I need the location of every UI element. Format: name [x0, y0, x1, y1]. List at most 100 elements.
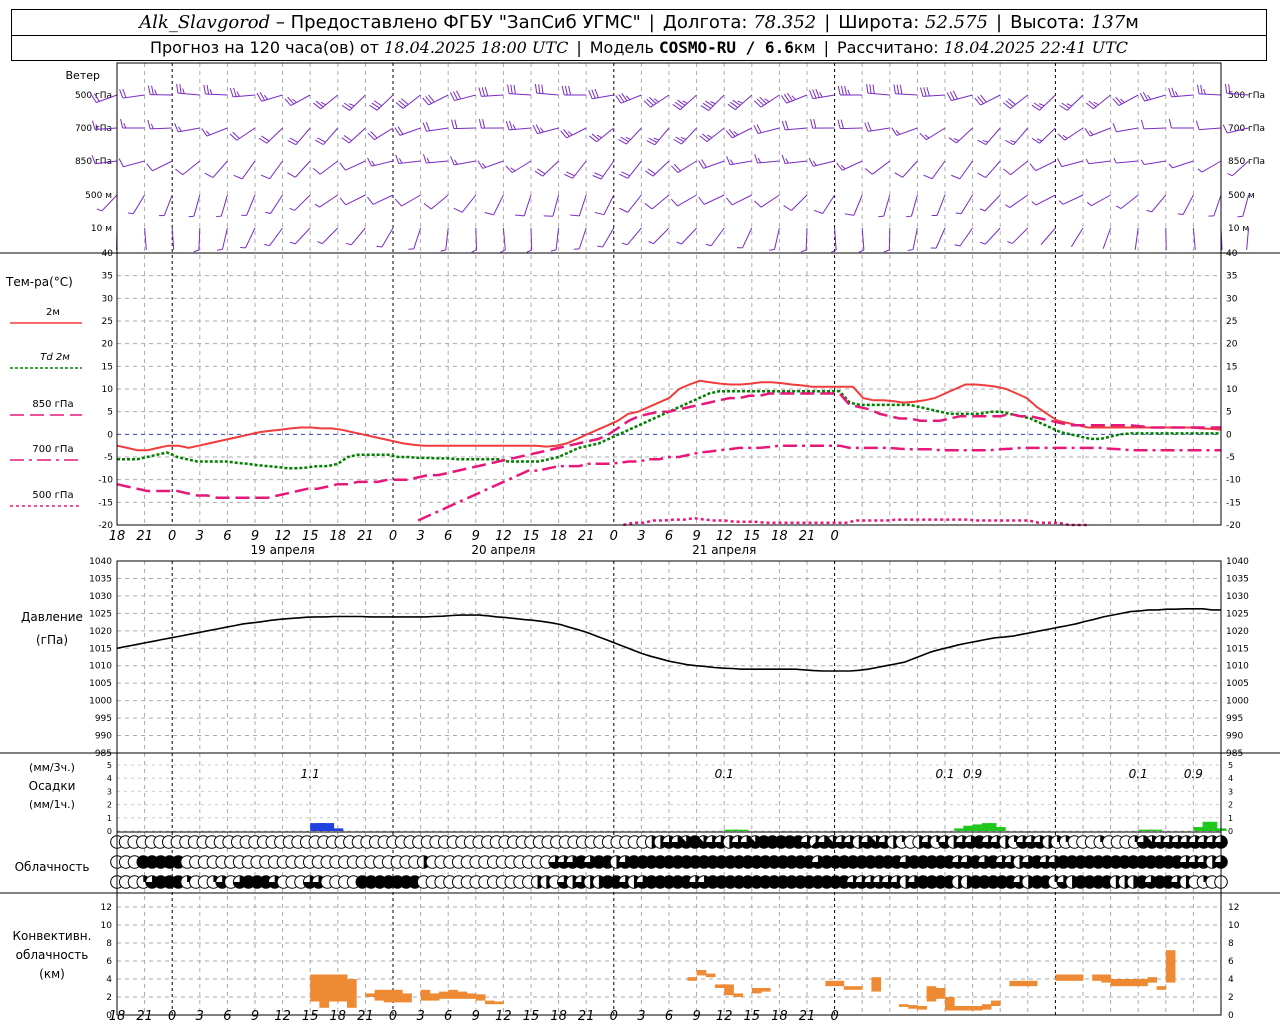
- wind-barb-feather: [769, 248, 775, 251]
- header-station-line: Alk_Slavgorod – Предоставлено ФГБУ "ЗапС…: [11, 9, 1267, 36]
- wind-barb: [931, 194, 946, 217]
- wind-barb-feather: [646, 98, 654, 106]
- wind-barb-feather: [481, 162, 487, 168]
- wind-level-label-right: 10 м: [1228, 224, 1249, 234]
- wind-panel: Ветер 500 гПа 500 гПа 700 гПа 700 гПа 850 гПа…: [66, 69, 1265, 253]
- wind-barb: [780, 92, 808, 104]
- wind-barb: [284, 94, 311, 107]
- hour-tick-label-bottom: 6: [665, 1009, 673, 1024]
- wind-barb-staff: [578, 194, 587, 217]
- wind-barb-feather: [339, 197, 347, 206]
- wind-barb-feather: [345, 242, 352, 246]
- press-tick-label-right: 1015: [1226, 644, 1249, 654]
- precip-tick-label-right: 5: [1228, 761, 1233, 770]
- lon-label: Долгота:: [662, 12, 748, 33]
- wind-barb-staff: [1089, 127, 1111, 137]
- wind-barb-feather: [188, 215, 194, 218]
- wind-barb-feather: [674, 101, 683, 108]
- hour-tick-label: 18: [330, 529, 347, 544]
- wind-barb: [118, 158, 145, 168]
- wind-level-label: 10 м: [91, 224, 112, 234]
- wind-barb: [643, 94, 670, 108]
- wind-barb-feather: [526, 249, 532, 253]
- conv-block: [1101, 974, 1112, 983]
- conv-tick-label-right: 6: [1228, 957, 1234, 967]
- wind-barb: [923, 160, 946, 180]
- wind-barb-staff: [731, 127, 753, 139]
- press-unit: (гПа): [36, 633, 68, 647]
- wind-barb: [561, 85, 587, 96]
- wind-barb-staff: [198, 227, 201, 251]
- wind-barb-feather: [649, 96, 657, 104]
- wind-barb: [90, 93, 118, 103]
- wind-barb-feather: [1224, 83, 1228, 94]
- wind-barb: [203, 84, 228, 96]
- wind-barb: [526, 227, 533, 253]
- hour-tick-label-bottom: 21: [136, 1009, 153, 1024]
- wind-barb-feather: [341, 137, 350, 144]
- wind-barb-staff: [177, 92, 200, 96]
- temp-tick-label: -20: [98, 521, 113, 531]
- wind-barb-feather: [450, 156, 455, 166]
- conv-block: [751, 988, 762, 994]
- wind-barb-feather: [737, 100, 743, 104]
- wind-barb: [866, 83, 890, 96]
- wind-barb-feather: [592, 175, 602, 180]
- wind-barb: [505, 160, 532, 174]
- wind-barb: [188, 194, 201, 218]
- wind-barb: [844, 194, 863, 216]
- press-tick-label-right: 1040: [1226, 557, 1249, 567]
- precip-bar: [1147, 829, 1163, 831]
- wind-barb-feather: [836, 162, 843, 171]
- wind-barb-feather: [619, 207, 628, 213]
- wind-barb: [314, 194, 339, 208]
- wind-barb-feather: [398, 158, 403, 164]
- wind-barb-feather: [206, 84, 210, 95]
- wind-barb-staff: [319, 160, 339, 175]
- wind-barb-staff: [620, 94, 642, 104]
- wind-barb-feather: [178, 126, 182, 132]
- wind-barb-staff: [295, 127, 311, 146]
- wind-barb: [1115, 194, 1139, 210]
- wind-barb-staff: [475, 227, 478, 251]
- wind-barb: [1146, 194, 1167, 213]
- wind-barb-feather: [179, 84, 182, 94]
- wind-barb-feather: [477, 160, 484, 169]
- wind-barb-feather: [701, 133, 710, 141]
- wind-barb-feather: [949, 91, 955, 101]
- wind-barb-feather: [512, 124, 516, 130]
- wind-barb-staff: [233, 94, 256, 98]
- wind-barb-feather: [844, 213, 854, 216]
- wind-barb-feather: [812, 89, 817, 99]
- wind-barb: [705, 227, 725, 247]
- wind-barb: [725, 194, 753, 206]
- conv-block: [383, 989, 394, 1003]
- wind-barb-staff: [1039, 127, 1056, 144]
- wind-barb-staff: [1040, 227, 1056, 245]
- wind-barb: [1031, 127, 1056, 144]
- wind-barb-feather: [509, 120, 513, 130]
- wind-barb: [592, 160, 615, 180]
- wind-barb-feather: [756, 124, 762, 133]
- hour-tick-label: 0: [168, 529, 176, 544]
- wind-barb-feather: [955, 212, 962, 215]
- wind-barb: [564, 160, 587, 179]
- wind-barb-feather: [1115, 96, 1123, 105]
- wind-barb-feather: [287, 139, 297, 146]
- pressure-panel: 985 985 990 990 995 995 1000 1000 1005 1005 1010 10…: [21, 557, 1249, 759]
- wind-barb: [367, 157, 394, 167]
- wind-barb: [781, 120, 808, 131]
- conv-tick-label-right: 10: [1228, 921, 1240, 931]
- hour-tick-label-bottom: 9: [472, 1009, 480, 1024]
- wind-barb-feather: [394, 198, 402, 207]
- wind-barb-feather: [394, 127, 401, 136]
- conv-tick-label: 0: [106, 1011, 112, 1021]
- wind-barb: [919, 87, 946, 97]
- press-tick-label: 1040: [89, 557, 112, 567]
- wind-barb-feather: [620, 136, 629, 143]
- wind-barb-feather: [550, 249, 557, 252]
- conv-tick-label: 12: [101, 903, 112, 913]
- wind-barb-feather: [367, 132, 375, 141]
- wind-barb-feather: [233, 87, 237, 97]
- wind-barb-feather: [732, 99, 741, 106]
